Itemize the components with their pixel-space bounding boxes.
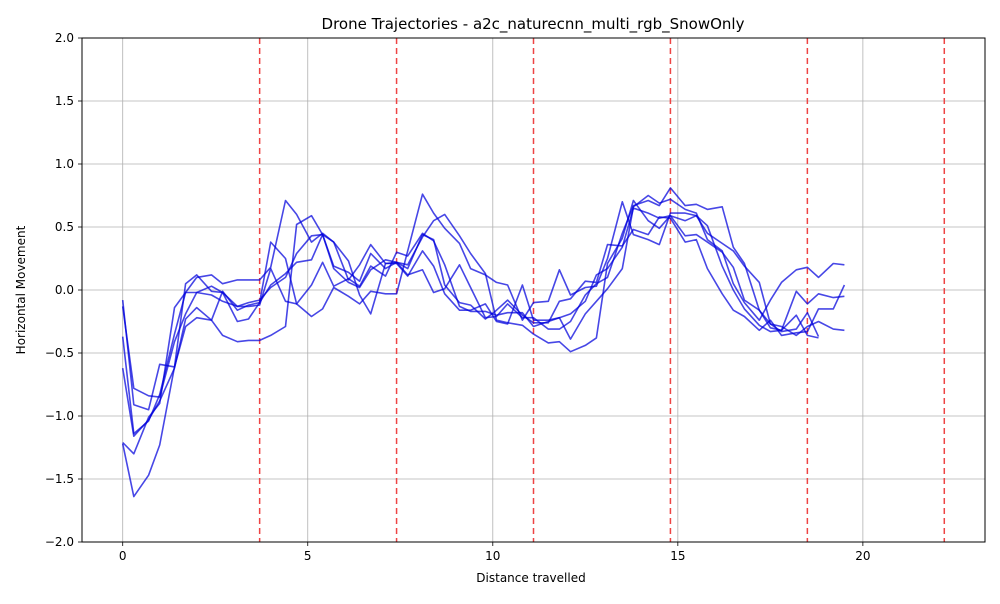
trajectory-line <box>121 216 846 398</box>
trajectory-line <box>121 207 845 411</box>
x-tick-label: 20 <box>855 549 870 563</box>
chart-title: Drone Trajectories - a2c_naturecnn_multi… <box>322 15 745 34</box>
checkpoint-markers <box>258 38 946 542</box>
x-tick-label: 15 <box>670 549 685 563</box>
trajectory-line <box>121 199 819 498</box>
x-tick-label: 10 <box>485 549 500 563</box>
y-axis-ticks: −2.0 −1.5 −1.0 −0.5 0.0 0.5 1.0 1.5 2.0 <box>45 31 82 549</box>
y-tick-label: 0.5 <box>55 220 74 234</box>
y-tick-label: −0.5 <box>45 346 74 360</box>
y-tick-label: −2.0 <box>45 535 74 549</box>
x-tick-label: 0 <box>119 549 127 563</box>
y-tick-label: 0.0 <box>55 283 74 297</box>
y-tick-label: 1.5 <box>55 94 74 108</box>
x-axis-ticks: 0 5 10 15 20 <box>119 542 871 563</box>
x-axis-label: Distance travelled <box>476 571 585 585</box>
y-tick-label: 1.0 <box>55 157 74 171</box>
x-tick-label: 5 <box>304 549 312 563</box>
y-tick-label: −1.0 <box>45 409 74 423</box>
y-axis-label: Horizontal Movement <box>14 225 28 354</box>
trajectory-series <box>121 187 846 498</box>
trajectory-line <box>121 193 820 435</box>
trajectory-line <box>122 194 845 455</box>
y-tick-label: −1.5 <box>45 472 74 486</box>
y-tick-label: 2.0 <box>55 31 74 45</box>
